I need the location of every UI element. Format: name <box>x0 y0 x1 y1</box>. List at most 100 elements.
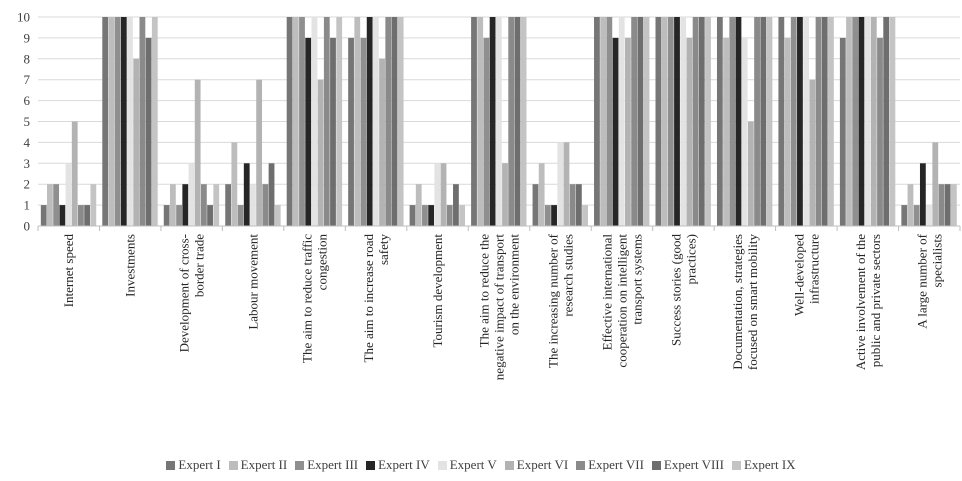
x-category-label: Success stories (goodpractices) <box>668 234 698 346</box>
bar <box>207 205 213 226</box>
bar <box>612 37 619 227</box>
bar <box>594 17 600 226</box>
bar <box>803 17 810 226</box>
legend-label: Expert I <box>178 457 221 472</box>
bar <box>292 17 299 226</box>
bar-chart: 0 1 2 3 4 5 6 7 8 9 10 Internet speed Investments De… <box>17 10 961 380</box>
legend-item: Expert III <box>295 457 358 473</box>
bar <box>919 163 926 226</box>
y-tick-label: 1 <box>24 198 31 213</box>
bar <box>182 184 189 226</box>
x-category-label: The aim to reduce thenegative impact of … <box>477 234 522 381</box>
legend-swatch <box>651 460 661 470</box>
bar <box>618 17 625 226</box>
bar <box>471 17 477 226</box>
bar <box>354 17 361 226</box>
bar <box>563 142 570 226</box>
bar <box>680 17 687 226</box>
bar <box>262 184 269 226</box>
x-axis <box>37 225 961 231</box>
y-tick-label: 10 <box>17 10 30 25</box>
bar <box>821 17 828 226</box>
bar <box>440 163 447 226</box>
bar <box>483 37 490 227</box>
bar <box>213 184 220 226</box>
bar <box>938 184 945 226</box>
bar <box>360 37 367 227</box>
bar <box>735 17 742 226</box>
bar <box>391 17 398 226</box>
legend-label: Expert VI <box>516 457 569 472</box>
bar <box>741 37 748 227</box>
bar <box>716 17 723 226</box>
bar <box>600 17 607 226</box>
legend-item: Expert IX <box>731 457 796 473</box>
bar <box>870 17 877 226</box>
legend-swatch <box>731 460 741 470</box>
bar <box>53 184 60 226</box>
bar <box>305 37 312 227</box>
bar <box>858 17 865 226</box>
legend-label: Expert IX <box>743 457 796 472</box>
x-category-label: Well-developedinfrastructure <box>791 234 821 316</box>
bar <box>932 142 939 226</box>
bar <box>575 184 582 226</box>
bar <box>243 163 250 226</box>
legend-swatch <box>366 460 376 470</box>
bar <box>330 37 336 227</box>
bar <box>754 17 760 226</box>
bar <box>385 17 392 226</box>
bar <box>65 163 72 226</box>
category-labels: Internet speed Investments Development of … <box>61 233 944 380</box>
bar <box>299 17 305 226</box>
bar <box>790 17 797 226</box>
bar <box>250 184 256 226</box>
bar <box>839 37 846 227</box>
y-tick-label: 8 <box>24 51 31 66</box>
bar <box>348 37 354 227</box>
x-category-label: The aim to increase roadsafety <box>361 234 391 363</box>
x-category-label: Labour movement <box>246 234 261 330</box>
bar <box>434 163 441 226</box>
y-tick-label: 3 <box>24 156 31 171</box>
legend-swatch <box>295 460 305 470</box>
bar <box>200 184 207 226</box>
bar <box>409 205 416 226</box>
legend-label: Expert IV <box>378 457 430 472</box>
bar <box>194 79 201 226</box>
bar <box>852 17 859 226</box>
bar <box>114 17 121 226</box>
bar <box>108 17 115 226</box>
bar <box>698 17 705 226</box>
bar <box>489 17 496 226</box>
bar <box>944 184 951 226</box>
legend-item: Expert II <box>228 457 287 473</box>
y-tick-label: 7 <box>24 72 31 87</box>
legend-item: Expert VIII <box>651 457 724 473</box>
bar <box>846 17 852 226</box>
y-tick-label: 2 <box>24 177 31 192</box>
bar <box>913 205 920 226</box>
bar <box>557 142 564 226</box>
bar <box>495 17 502 226</box>
bar <box>176 205 182 226</box>
legend-label: Expert VIII <box>663 457 724 472</box>
bar <box>532 184 539 226</box>
bar <box>453 184 459 226</box>
bar <box>784 37 791 227</box>
bar <box>809 79 816 226</box>
bar <box>139 17 146 226</box>
bar <box>828 17 834 226</box>
legend-item: Expert VI <box>504 457 569 473</box>
bar <box>120 17 127 226</box>
bar <box>625 37 631 227</box>
bar <box>729 17 736 226</box>
bar <box>907 184 914 226</box>
legend-item: Expert V <box>437 457 497 473</box>
bar <box>459 205 466 226</box>
bar <box>336 17 343 226</box>
bar <box>127 17 133 226</box>
bar <box>225 184 232 226</box>
legend-swatch <box>437 460 447 470</box>
bar <box>323 17 330 226</box>
